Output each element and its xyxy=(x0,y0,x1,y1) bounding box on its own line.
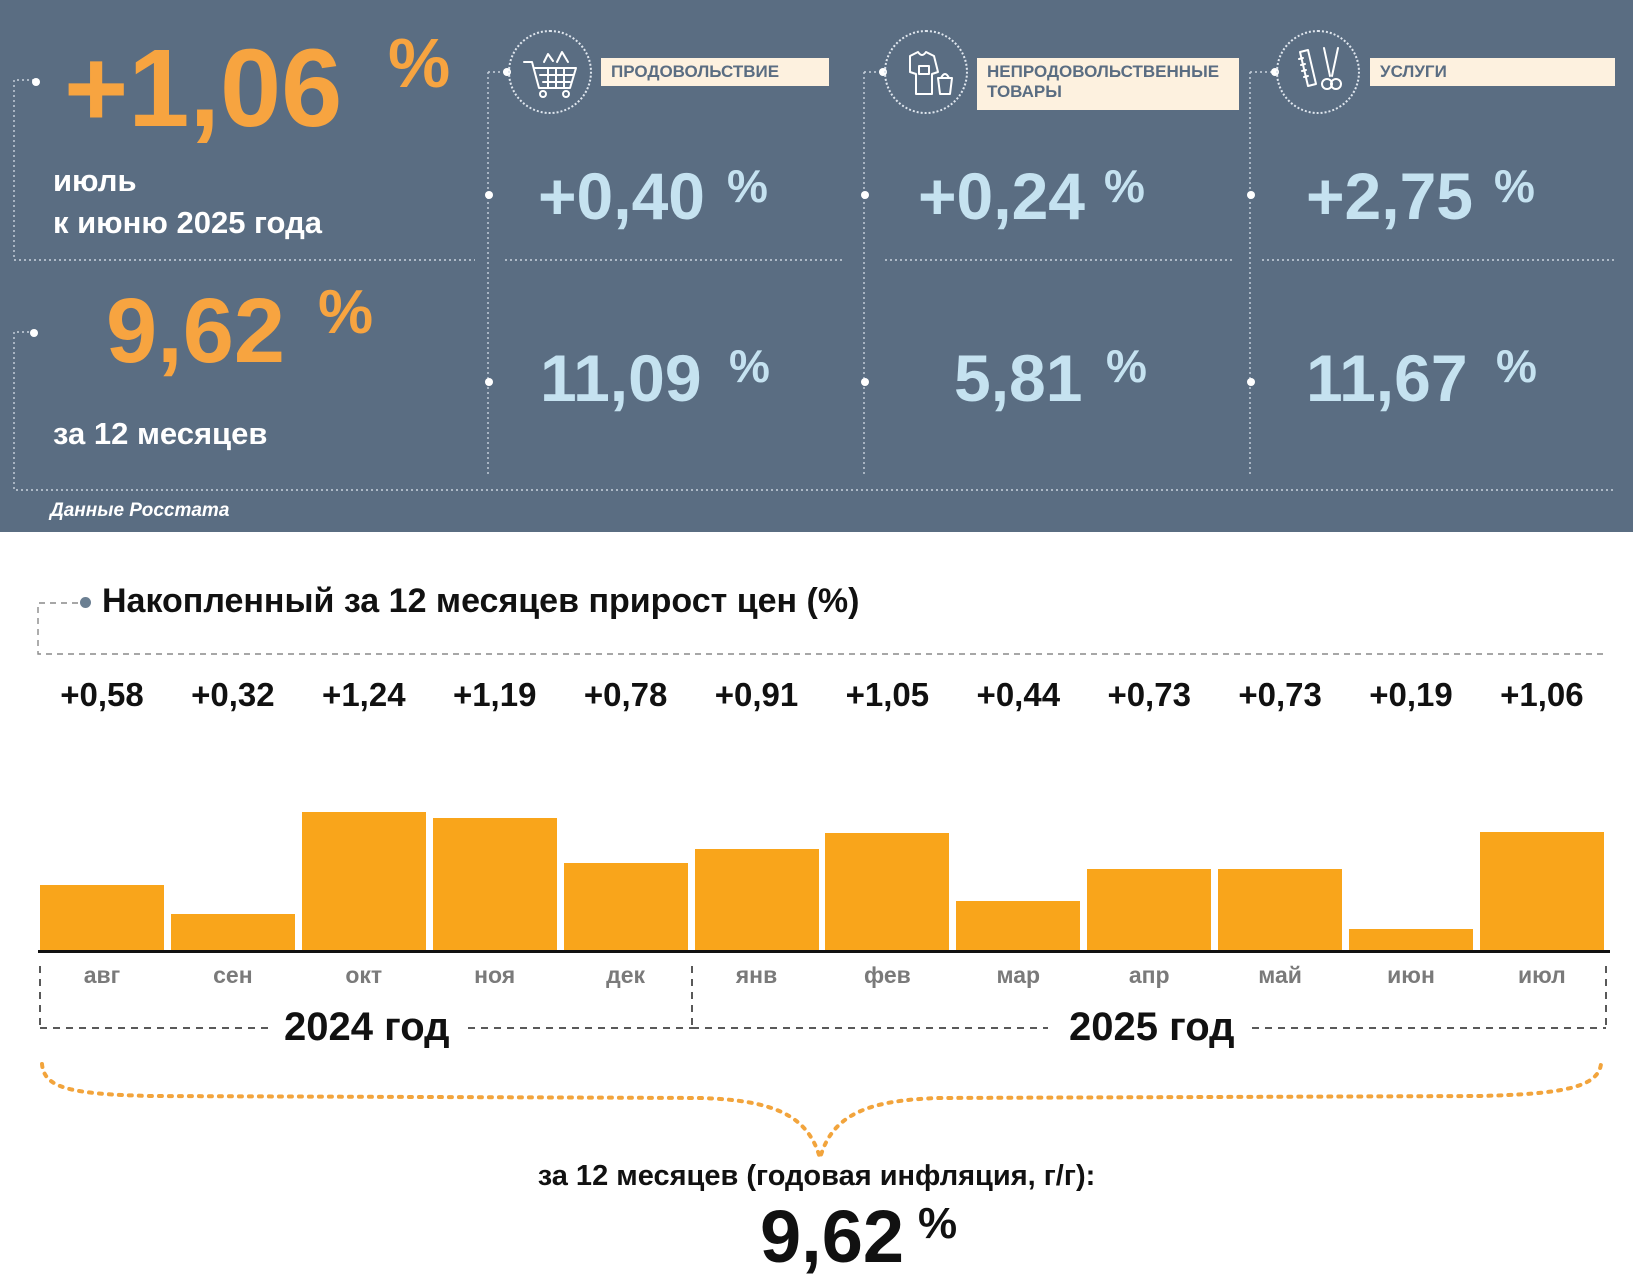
summary-panel: +1,06 % июль к июню 2025 года 9,62 % за … xyxy=(0,0,1633,532)
services-year-value: 11,67 xyxy=(1306,341,1468,415)
year-change-value: 9,62 xyxy=(106,280,286,382)
month-label-ноя: ноя xyxy=(474,962,516,988)
bullet-dot xyxy=(485,191,493,199)
services-month-value: +2,75 xyxy=(1306,159,1473,233)
month-label-окт: окт xyxy=(345,962,383,988)
bar-дек xyxy=(563,863,688,950)
bar-авг xyxy=(40,885,164,950)
value-label-июл: +1,06 xyxy=(1500,676,1584,713)
shopping-cart-icon xyxy=(508,30,592,114)
annual-unit: % xyxy=(918,1199,958,1248)
value-label-окт: +1,24 xyxy=(322,676,406,713)
services-year-unit: % xyxy=(1496,340,1537,392)
month-label-сен: сен xyxy=(213,962,253,988)
bullet-dot xyxy=(503,68,511,76)
bar-мар xyxy=(956,901,1081,950)
annual-value: 9,62 xyxy=(760,1195,905,1278)
value-label-фев: +1,05 xyxy=(845,676,930,713)
value-label-июн: +0,19 xyxy=(1369,676,1453,713)
value-label-апр: +0,73 xyxy=(1107,676,1191,713)
year-change-caption: за 12 месяцев xyxy=(53,416,268,451)
bullet-dot xyxy=(1247,191,1255,199)
month-label-мар: мар xyxy=(996,962,1041,988)
value-label-ноя: +1,19 xyxy=(452,676,537,713)
month-change-caption-2: к июню 2025 года xyxy=(53,205,322,240)
year-change-unit: % xyxy=(318,278,374,347)
clothing-icon xyxy=(884,30,968,114)
food-year-unit: % xyxy=(729,340,770,392)
food-year-value: 11,09 xyxy=(540,341,702,415)
month-label-дек: дек xyxy=(606,962,646,988)
category-label-text: НЕПРОДОВОЛЬСТВЕННЫЕ xyxy=(987,62,1220,81)
bar-фев xyxy=(825,833,950,950)
bar-июн xyxy=(1349,929,1473,950)
bullet-dot xyxy=(879,68,887,76)
category-label-text: УСЛУГИ xyxy=(1380,62,1447,81)
x-axis-baseline xyxy=(38,950,1610,953)
bar-окт xyxy=(301,812,426,950)
year-label-2025: 2025 год xyxy=(1055,1005,1249,1050)
nonfood-year-unit: % xyxy=(1106,340,1147,392)
bullet-dot xyxy=(861,378,869,386)
bullet-dot xyxy=(861,191,869,199)
category-label-food: ПРОДОВОЛЬСТВИЕ xyxy=(601,58,829,86)
food-month-unit: % xyxy=(727,160,768,212)
value-label-янв: +0,91 xyxy=(714,676,799,713)
bullet-dot xyxy=(1247,378,1255,386)
year-label-2024: 2024 год xyxy=(270,1005,464,1050)
category-label-text: ПРОДОВОЛЬСТВИЕ xyxy=(611,62,780,81)
scissors-comb-icon xyxy=(1276,30,1360,114)
bullet-dot xyxy=(485,378,493,386)
category-label-text: ТОВАРЫ xyxy=(987,82,1062,101)
bullet-dot xyxy=(32,78,40,86)
food-month-value: +0,40 xyxy=(538,159,705,233)
bar-июл xyxy=(1479,832,1604,950)
value-label-сен: +0,32 xyxy=(191,676,275,713)
month-change-caption-1: июль xyxy=(53,163,137,198)
category-label-services: УСЛУГИ xyxy=(1370,58,1615,86)
annual-caption: за 12 месяцев (годовая инфляция, г/г): xyxy=(537,1160,1096,1192)
month-label-май: май xyxy=(1258,962,1302,988)
month-label-фев: фев xyxy=(864,962,911,988)
bullet-dot xyxy=(30,329,38,337)
value-label-мар: +0,44 xyxy=(976,676,1061,713)
category-label-nonfood: НЕПРОДОВОЛЬСТВЕННЫЕ ТОВАРЫ xyxy=(977,58,1239,110)
month-label-янв: янв xyxy=(735,962,778,988)
month-label-авг: авг xyxy=(83,962,121,988)
month-label-июн: июн xyxy=(1387,962,1435,988)
month-change-value: +1,06 xyxy=(64,27,343,150)
value-label-дек: +0,78 xyxy=(583,676,668,713)
panel-connector-lines xyxy=(13,71,1615,491)
value-label-авг: +0,58 xyxy=(60,676,144,713)
nonfood-year-value: 5,81 xyxy=(954,341,1083,415)
value-label-май: +0,73 xyxy=(1238,676,1322,713)
services-month-unit: % xyxy=(1494,160,1535,212)
nonfood-month-unit: % xyxy=(1104,160,1145,212)
month-label-апр: апр xyxy=(1128,962,1170,988)
month-change-unit: % xyxy=(388,24,451,102)
bar-сен xyxy=(170,914,295,950)
nonfood-month-value: +0,24 xyxy=(918,159,1085,233)
bar-май xyxy=(1218,869,1343,950)
month-label-июл: июл xyxy=(1517,962,1566,988)
bar-ноя xyxy=(432,818,557,950)
bar-янв xyxy=(694,849,819,950)
title-bullet xyxy=(80,597,91,608)
source-note: Данные Росстата xyxy=(50,500,230,521)
chart-title: Накопленный за 12 месяцев прирост цен (%… xyxy=(102,582,860,620)
bar-апр xyxy=(1087,869,1212,950)
bullet-dot xyxy=(1271,68,1279,76)
